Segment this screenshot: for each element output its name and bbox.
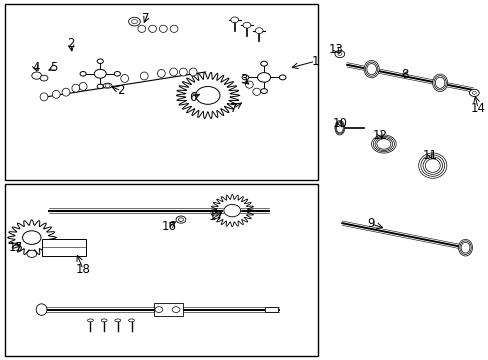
Ellipse shape — [169, 68, 177, 76]
Text: 10: 10 — [332, 117, 346, 130]
Ellipse shape — [62, 88, 70, 96]
Ellipse shape — [420, 155, 444, 176]
Ellipse shape — [157, 69, 165, 77]
Ellipse shape — [79, 82, 87, 90]
Circle shape — [172, 307, 180, 312]
Ellipse shape — [115, 319, 121, 322]
Ellipse shape — [101, 319, 107, 322]
Ellipse shape — [170, 25, 178, 32]
Circle shape — [224, 204, 240, 217]
Ellipse shape — [432, 74, 447, 91]
Text: 16: 16 — [161, 220, 176, 233]
Ellipse shape — [433, 76, 446, 90]
Text: 3: 3 — [239, 73, 247, 86]
Ellipse shape — [252, 88, 260, 95]
Bar — [41, 239, 85, 256]
Text: 11: 11 — [422, 149, 437, 162]
Bar — [5, 4, 317, 180]
Ellipse shape — [52, 90, 60, 98]
Bar — [154, 303, 183, 316]
Ellipse shape — [418, 153, 446, 178]
Ellipse shape — [372, 136, 394, 152]
Circle shape — [80, 72, 86, 76]
Circle shape — [255, 28, 263, 33]
Ellipse shape — [371, 135, 395, 153]
Ellipse shape — [458, 239, 471, 256]
Ellipse shape — [40, 93, 48, 101]
Ellipse shape — [36, 304, 47, 315]
Circle shape — [176, 216, 185, 223]
Text: 6: 6 — [189, 91, 197, 104]
Circle shape — [471, 91, 475, 94]
Circle shape — [97, 59, 103, 63]
Ellipse shape — [460, 242, 469, 253]
Text: 7: 7 — [142, 12, 149, 25]
Ellipse shape — [335, 122, 344, 134]
Circle shape — [22, 231, 41, 244]
Ellipse shape — [148, 25, 156, 32]
Ellipse shape — [189, 68, 197, 76]
Circle shape — [243, 22, 250, 28]
Ellipse shape — [425, 159, 439, 172]
Text: 14: 14 — [470, 102, 485, 115]
Text: 18: 18 — [76, 263, 90, 276]
Circle shape — [128, 17, 140, 26]
Text: 7: 7 — [229, 102, 237, 115]
Ellipse shape — [374, 138, 392, 150]
Bar — [5, 184, 317, 356]
Circle shape — [155, 307, 163, 312]
Circle shape — [279, 75, 285, 80]
Circle shape — [178, 218, 183, 221]
Ellipse shape — [376, 139, 390, 149]
Circle shape — [337, 53, 341, 55]
Circle shape — [195, 86, 220, 104]
Text: 9: 9 — [366, 217, 374, 230]
Circle shape — [230, 17, 238, 23]
Text: 4: 4 — [32, 61, 40, 74]
Text: 13: 13 — [328, 43, 343, 56]
Ellipse shape — [159, 25, 167, 32]
Text: 8: 8 — [400, 68, 408, 81]
Ellipse shape — [459, 241, 470, 255]
Ellipse shape — [365, 62, 377, 76]
Ellipse shape — [128, 319, 134, 322]
Circle shape — [114, 72, 120, 76]
Text: 12: 12 — [372, 129, 387, 141]
Ellipse shape — [245, 81, 253, 88]
Circle shape — [242, 75, 248, 80]
Text: 2: 2 — [117, 84, 125, 97]
Text: 5: 5 — [50, 61, 58, 74]
Ellipse shape — [103, 83, 112, 88]
Ellipse shape — [422, 157, 442, 174]
Circle shape — [97, 84, 103, 89]
Circle shape — [94, 69, 106, 78]
Circle shape — [260, 61, 267, 66]
Circle shape — [32, 72, 41, 79]
Circle shape — [334, 50, 344, 58]
Ellipse shape — [140, 72, 148, 80]
Circle shape — [260, 89, 267, 94]
Ellipse shape — [121, 75, 128, 82]
Circle shape — [27, 250, 37, 257]
Ellipse shape — [87, 319, 93, 322]
Ellipse shape — [334, 121, 344, 135]
Ellipse shape — [364, 60, 378, 78]
Ellipse shape — [138, 25, 145, 32]
Bar — [265, 307, 277, 312]
Ellipse shape — [366, 64, 376, 75]
Circle shape — [468, 89, 478, 96]
Text: 1: 1 — [311, 55, 319, 68]
Text: 17: 17 — [208, 210, 223, 222]
Ellipse shape — [336, 123, 343, 133]
Ellipse shape — [72, 84, 80, 92]
Circle shape — [40, 75, 48, 81]
Circle shape — [257, 73, 270, 82]
Circle shape — [131, 19, 137, 24]
Ellipse shape — [434, 77, 444, 88]
Text: 15: 15 — [9, 241, 23, 254]
Ellipse shape — [179, 68, 187, 76]
Text: 2: 2 — [67, 37, 75, 50]
Circle shape — [105, 84, 110, 87]
